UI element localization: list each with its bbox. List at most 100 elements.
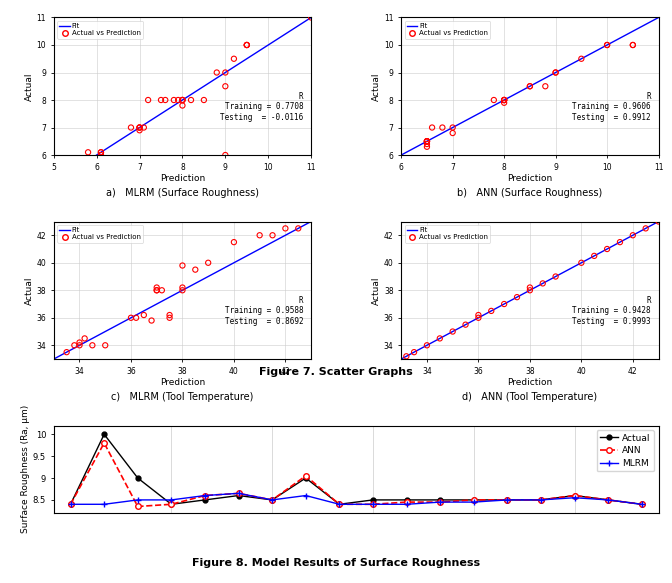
Point <box>628 40 638 50</box>
Point <box>550 68 561 77</box>
Text: Figure 7. Scatter Graphs: Figure 7. Scatter Graphs <box>259 367 413 377</box>
Point <box>100 340 111 350</box>
Point <box>473 310 484 319</box>
Point <box>473 313 484 322</box>
Point <box>134 123 145 132</box>
Legend: Fit, Actual vs Prediction: Fit, Actual vs Prediction <box>405 225 491 243</box>
Point <box>550 68 561 77</box>
Point <box>486 306 497 315</box>
Point <box>151 286 162 295</box>
Point <box>421 136 432 146</box>
Y-axis label: Surface Roughness (Ra, µm): Surface Roughness (Ra, µm) <box>21 405 30 533</box>
Point <box>267 231 278 240</box>
Point <box>601 244 612 254</box>
Point <box>177 261 187 270</box>
Point <box>134 125 145 135</box>
Y-axis label: Actual: Actual <box>25 72 34 100</box>
Point <box>489 96 499 105</box>
Point <box>142 96 153 105</box>
Point <box>448 327 458 336</box>
Point <box>164 310 175 319</box>
Point <box>241 40 252 50</box>
Point <box>499 96 509 105</box>
X-axis label: Prediction: Prediction <box>507 378 552 388</box>
Point <box>448 128 458 138</box>
Point <box>228 237 239 247</box>
Point <box>409 347 419 357</box>
Point <box>401 352 412 361</box>
Point <box>421 340 432 350</box>
Point <box>61 347 72 357</box>
Point <box>460 320 471 329</box>
X-axis label: Prediction: Prediction <box>160 378 205 388</box>
Point <box>74 338 85 347</box>
Point <box>525 286 536 295</box>
X-axis label: Prediction: Prediction <box>160 174 205 184</box>
Point <box>437 123 448 132</box>
Point <box>190 265 201 275</box>
Point <box>576 258 587 268</box>
Point <box>499 96 509 105</box>
Point <box>640 224 651 233</box>
Point <box>280 224 291 233</box>
Point <box>525 283 536 292</box>
Point <box>511 293 522 302</box>
Point <box>156 96 167 105</box>
Point <box>126 313 136 322</box>
Legend: Fit, Actual vs Prediction: Fit, Actual vs Prediction <box>57 225 143 243</box>
Title: d)   ANN (Tool Temperature): d) ANN (Tool Temperature) <box>462 392 597 402</box>
Point <box>421 136 432 146</box>
Point <box>427 123 437 132</box>
Text: R
Training = 0.7708
Testing  = -0.0116: R Training = 0.7708 Testing = -0.0116 <box>220 92 303 122</box>
Text: R
Training = 0.9606
Testing  = 0.9912: R Training = 0.9606 Testing = 0.9912 <box>573 92 651 122</box>
Title: b)   ANN (Surface Roughness): b) ANN (Surface Roughness) <box>457 188 603 198</box>
Point <box>185 96 196 105</box>
Point <box>628 231 638 240</box>
Y-axis label: Actual: Actual <box>372 72 381 100</box>
Point <box>228 54 239 64</box>
Point <box>212 68 222 77</box>
Point <box>138 123 149 132</box>
Point <box>151 283 162 292</box>
Title: c)   MLRM (Tool Temperature): c) MLRM (Tool Temperature) <box>112 392 253 402</box>
Point <box>653 217 664 226</box>
Point <box>220 68 230 77</box>
Point <box>601 40 612 50</box>
Point <box>95 147 106 157</box>
Point <box>157 286 167 295</box>
Point <box>74 340 85 350</box>
Text: R
Training = 0.9588
Testing  = 0.8692: R Training = 0.9588 Testing = 0.8692 <box>224 296 303 326</box>
Point <box>87 340 97 350</box>
Point <box>138 310 149 319</box>
Point <box>434 333 445 343</box>
Y-axis label: Actual: Actual <box>372 276 381 304</box>
Point <box>525 82 536 91</box>
Point <box>421 139 432 149</box>
Point <box>173 96 183 105</box>
Point <box>177 96 187 105</box>
Point <box>241 40 252 50</box>
Point <box>220 82 230 91</box>
Point <box>169 96 179 105</box>
Point <box>421 142 432 152</box>
Legend: Fit, Actual vs Prediction: Fit, Actual vs Prediction <box>57 21 143 38</box>
Point <box>177 286 187 295</box>
Point <box>448 123 458 132</box>
Point <box>177 96 187 105</box>
Point <box>151 286 162 295</box>
Point <box>421 136 432 146</box>
Point <box>131 313 142 322</box>
Point <box>306 13 317 22</box>
Point <box>146 316 157 325</box>
Point <box>164 313 175 322</box>
Text: Figure 8. Model Results of Surface Roughness: Figure 8. Model Results of Surface Rough… <box>192 559 480 568</box>
Point <box>589 251 599 261</box>
Point <box>615 237 626 247</box>
Point <box>576 54 587 64</box>
Point <box>499 98 509 107</box>
Title: a)   MLRM (Surface Roughness): a) MLRM (Surface Roughness) <box>106 188 259 198</box>
Point <box>95 147 106 157</box>
Point <box>126 123 136 132</box>
Point <box>177 101 187 110</box>
Point <box>540 82 550 91</box>
